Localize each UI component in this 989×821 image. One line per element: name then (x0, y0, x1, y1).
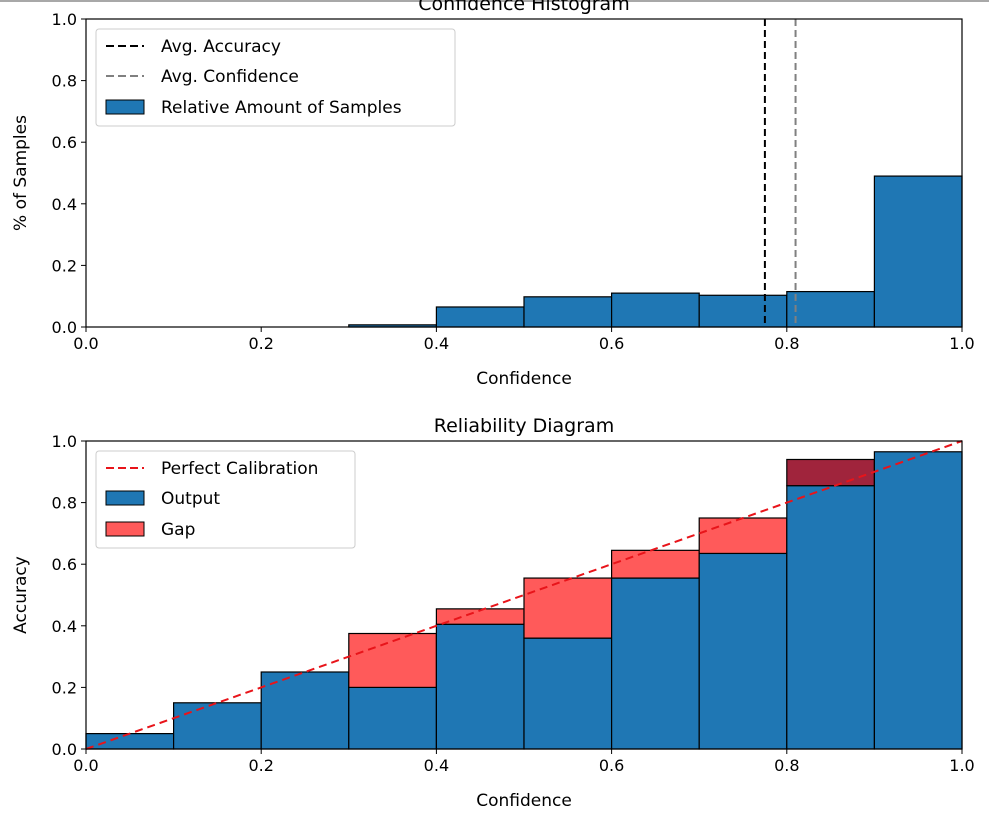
legend-avg-accuracy-label: Avg. Accuracy (161, 37, 281, 57)
legend-output-swatch (105, 490, 145, 506)
x-tick-label: 0.0 (73, 756, 98, 775)
histogram-bar (786, 290, 875, 328)
legend-relative-amount-label: Relative Amount of Samples (161, 98, 402, 118)
legend-relative-amount-swatch (105, 99, 145, 115)
x-tick-label: 0.6 (599, 334, 624, 353)
gap-bar (698, 517, 788, 555)
legend-gap-swatch (105, 521, 145, 537)
gap-bar (610, 549, 700, 579)
legend-perfect-calibration-label: Perfect Calibration (161, 459, 318, 479)
reliability-y-ticks: 0.0 0.2 0.4 0.6 0.8 1.0 (52, 432, 86, 759)
y-tick-label: 0.2 (52, 256, 77, 275)
x-tick-label: 0.0 (73, 334, 98, 353)
histogram-bar (698, 294, 788, 328)
x-tick-label: 0.2 (248, 756, 273, 775)
histogram-avg-lines (763, 19, 797, 327)
perfect-calibration-line (85, 440, 963, 750)
legend-output-label: Output (161, 489, 220, 509)
x-tick-label: 0.8 (774, 334, 799, 353)
y-tick-label: 0.6 (52, 555, 77, 574)
reliability-title: Reliability Diagram (434, 415, 614, 437)
output-bar (873, 451, 963, 750)
y-tick-label: 0.0 (52, 318, 77, 337)
output-bar (698, 552, 788, 750)
output-bar (85, 732, 175, 750)
histogram-bar (873, 175, 963, 328)
reliability-axes-frame (85, 440, 963, 750)
reliability-bars (85, 451, 963, 750)
y-tick-label: 0.2 (52, 678, 77, 697)
histogram-legend-box (95, 28, 456, 127)
histogram-x-ticks: 0.0 0.2 0.4 0.6 0.8 1.0 (73, 327, 975, 353)
y-tick-label: 0.8 (52, 494, 77, 513)
y-tick-label: 0.0 (52, 740, 77, 759)
histogram-bar (435, 306, 525, 328)
reliability-x-axis-label: Confidence (476, 791, 572, 811)
reliability-legend-box (95, 450, 356, 549)
y-tick-label: 1.0 (52, 10, 77, 29)
gap-bar (523, 577, 613, 639)
legend-gap-label: Gap (161, 520, 195, 540)
x-tick-label: 0.4 (424, 334, 449, 353)
y-tick-label: 0.6 (52, 133, 77, 152)
x-tick-label: 0.4 (424, 756, 449, 775)
output-bar (786, 485, 875, 750)
x-tick-label: 0.6 (599, 756, 624, 775)
y-tick-label: 1.0 (52, 432, 77, 451)
x-tick-label: 1.0 (949, 334, 974, 353)
confidence-histogram-panel: Confidence Histogram 0.0 0.2 0.4 0.6 0.8 1.0 … (11, 0, 975, 389)
y-tick-label: 0.4 (52, 195, 77, 214)
histogram-x-axis-label: Confidence (476, 369, 572, 389)
reliability-x-ticks: 0.0 0.2 0.4 0.6 0.8 1.0 (73, 749, 975, 775)
gap-bar (786, 458, 875, 487)
output-bar (260, 671, 350, 750)
reliability-legend: Perfect Calibration Output Gap (95, 450, 356, 549)
histogram-title: Confidence Histogram (418, 0, 629, 15)
y-tick-label: 0.8 (52, 72, 77, 91)
reliability-diagram-panel: Reliability Diagram 0.0 0.2 0.4 0.6 0.8 1.0 0… (11, 415, 975, 811)
output-bar (348, 686, 437, 750)
output-bar (523, 637, 613, 750)
legend-avg-confidence-label: Avg. Confidence (161, 67, 299, 87)
output-bar (435, 623, 525, 750)
x-tick-label: 0.8 (774, 756, 799, 775)
histogram-bar (523, 296, 613, 328)
x-tick-label: 1.0 (949, 756, 974, 775)
histogram-legend: Avg. Accuracy Avg. Confidence Relative A… (95, 28, 456, 127)
x-tick-label: 0.2 (248, 334, 273, 353)
window-top-border (0, 0, 989, 2)
histogram-bar (610, 292, 700, 328)
histogram-y-ticks: 0.0 0.2 0.4 0.6 0.8 1.0 (52, 10, 86, 337)
gap-bar (348, 632, 437, 689)
output-bar (173, 702, 262, 750)
histogram-axes-frame (85, 18, 963, 328)
histogram-bars (348, 175, 963, 328)
output-bar (610, 577, 700, 750)
reliability-y-axis-label: Accuracy (11, 556, 31, 634)
y-tick-label: 0.4 (52, 617, 77, 636)
histogram-y-axis-label: % of Samples (11, 115, 31, 231)
